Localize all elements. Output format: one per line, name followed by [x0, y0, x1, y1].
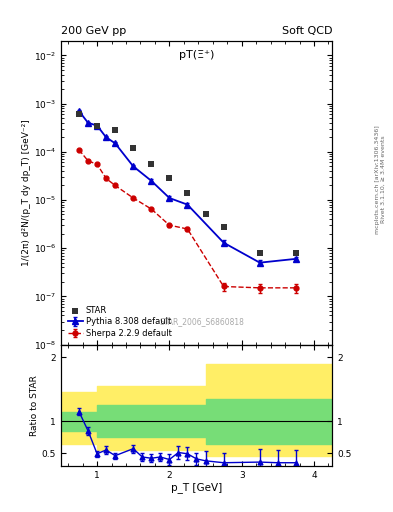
STAR [148, 160, 154, 168]
Legend: STAR, Pythia 8.308 default, Sherpa 2.2.9 default: STAR, Pythia 8.308 default, Sherpa 2.2.9… [65, 303, 174, 340]
Text: mcplots.cern.ch [arXiv:1306.3436]: mcplots.cern.ch [arXiv:1306.3436] [375, 125, 380, 233]
Text: Rivet 3.1.10, ≥ 3.4M events: Rivet 3.1.10, ≥ 3.4M events [381, 135, 386, 223]
STAR [293, 249, 299, 257]
STAR [202, 210, 209, 219]
Y-axis label: 1/(2π) d²N/(p_T dy dp_T) [GeV⁻²]: 1/(2π) d²N/(p_T dy dp_T) [GeV⁻²] [22, 119, 31, 266]
STAR [184, 189, 191, 197]
STAR [94, 121, 100, 130]
Text: Soft QCD: Soft QCD [282, 26, 332, 36]
Text: 200 GeV pp: 200 GeV pp [61, 26, 126, 36]
STAR [166, 175, 173, 183]
Text: STAR_2006_S6860818: STAR_2006_S6860818 [160, 317, 244, 326]
STAR [220, 223, 227, 231]
Text: pT(Ξ⁺): pT(Ξ⁺) [179, 50, 214, 60]
Y-axis label: Ratio to STAR: Ratio to STAR [30, 375, 39, 436]
STAR [112, 126, 118, 134]
STAR [257, 249, 263, 257]
STAR [130, 144, 136, 152]
STAR [76, 110, 82, 118]
X-axis label: p_T [GeV]: p_T [GeV] [171, 482, 222, 494]
